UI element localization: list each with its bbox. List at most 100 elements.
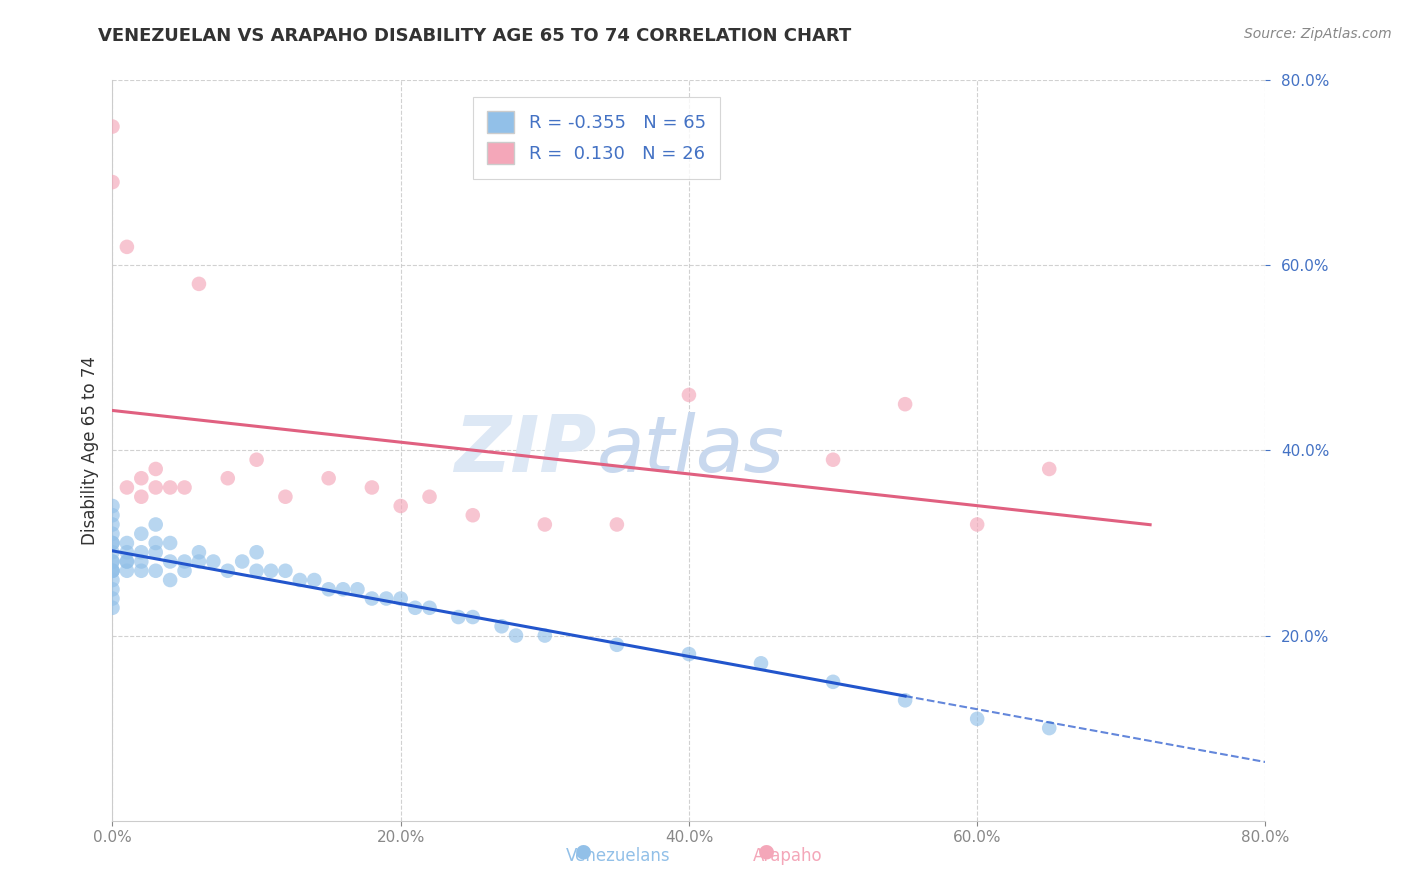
Point xyxy=(129,490,153,504)
Legend: R = -0.355   N = 65, R =  0.130   N = 26: R = -0.355 N = 65, R = 0.130 N = 26 xyxy=(472,96,720,178)
Point xyxy=(101,536,124,550)
Point xyxy=(360,481,382,495)
Point xyxy=(1038,462,1060,476)
Point xyxy=(318,471,340,485)
Point xyxy=(101,554,124,569)
Point xyxy=(246,452,269,467)
Point xyxy=(678,647,700,661)
Point xyxy=(274,490,297,504)
Point xyxy=(461,610,484,624)
Point xyxy=(145,481,167,495)
Point xyxy=(173,564,195,578)
Point xyxy=(115,240,138,254)
Point xyxy=(101,564,124,578)
Point xyxy=(101,545,124,559)
Point xyxy=(101,564,124,578)
Point xyxy=(188,554,211,569)
Point xyxy=(145,462,167,476)
Point xyxy=(115,564,138,578)
Point xyxy=(129,471,153,485)
Point xyxy=(332,582,354,597)
Text: VENEZUELAN VS ARAPAHO DISABILITY AGE 65 TO 74 CORRELATION CHART: VENEZUELAN VS ARAPAHO DISABILITY AGE 65 … xyxy=(98,27,852,45)
Point xyxy=(101,573,124,587)
Point xyxy=(419,490,441,504)
Point xyxy=(304,573,326,587)
Point xyxy=(145,545,167,559)
Point xyxy=(894,397,917,411)
Point xyxy=(246,564,269,578)
Point xyxy=(491,619,513,633)
Point xyxy=(101,508,124,523)
Point xyxy=(115,481,138,495)
Point xyxy=(447,610,470,624)
Point xyxy=(101,591,124,606)
Point xyxy=(115,536,138,550)
Point xyxy=(101,582,124,597)
Point xyxy=(1038,721,1060,735)
Point xyxy=(966,517,988,532)
Point xyxy=(115,545,138,559)
Point xyxy=(534,628,557,642)
Point xyxy=(101,499,124,513)
Text: Venezuelans: Venezuelans xyxy=(567,847,671,865)
Point xyxy=(966,712,988,726)
Point xyxy=(101,120,124,134)
Point xyxy=(129,554,153,569)
Y-axis label: Disability Age 65 to 74: Disability Age 65 to 74 xyxy=(80,356,98,545)
Text: ●: ● xyxy=(758,842,775,861)
Point xyxy=(159,481,181,495)
Point xyxy=(202,554,225,569)
Point xyxy=(188,545,211,559)
Point xyxy=(159,536,181,550)
Point xyxy=(101,517,124,532)
Point xyxy=(159,554,181,569)
Point xyxy=(534,517,557,532)
Point xyxy=(115,554,138,569)
Point xyxy=(145,564,167,578)
Point xyxy=(101,600,124,615)
Point xyxy=(894,693,917,707)
Point xyxy=(101,554,124,569)
Point xyxy=(217,471,239,485)
Point xyxy=(129,545,153,559)
Point xyxy=(461,508,484,523)
Point xyxy=(145,517,167,532)
Point xyxy=(346,582,368,597)
Point xyxy=(115,554,138,569)
Point xyxy=(606,638,628,652)
Point xyxy=(145,536,167,550)
Point xyxy=(188,277,211,291)
Point xyxy=(821,452,844,467)
Point xyxy=(318,582,340,597)
Point xyxy=(246,545,269,559)
Point xyxy=(821,674,844,689)
Point xyxy=(101,564,124,578)
Point xyxy=(749,657,772,671)
Point xyxy=(101,526,124,541)
Point xyxy=(678,388,700,402)
Point xyxy=(288,573,311,587)
Point xyxy=(173,554,195,569)
Point xyxy=(129,564,153,578)
Text: Source: ZipAtlas.com: Source: ZipAtlas.com xyxy=(1244,27,1392,41)
Point xyxy=(129,526,153,541)
Point xyxy=(101,175,124,189)
Point xyxy=(505,628,527,642)
Point xyxy=(159,573,181,587)
Point xyxy=(260,564,283,578)
Text: ZIP: ZIP xyxy=(454,412,596,489)
Point xyxy=(173,481,195,495)
Point xyxy=(101,536,124,550)
Text: ●: ● xyxy=(575,842,592,861)
Point xyxy=(404,600,426,615)
Point xyxy=(360,591,382,606)
Text: Arapaho: Arapaho xyxy=(752,847,823,865)
Point xyxy=(389,591,412,606)
Point xyxy=(419,600,441,615)
Point xyxy=(274,564,297,578)
Point xyxy=(375,591,398,606)
Point xyxy=(217,564,239,578)
Text: atlas: atlas xyxy=(596,412,785,489)
Point xyxy=(231,554,253,569)
Point xyxy=(389,499,412,513)
